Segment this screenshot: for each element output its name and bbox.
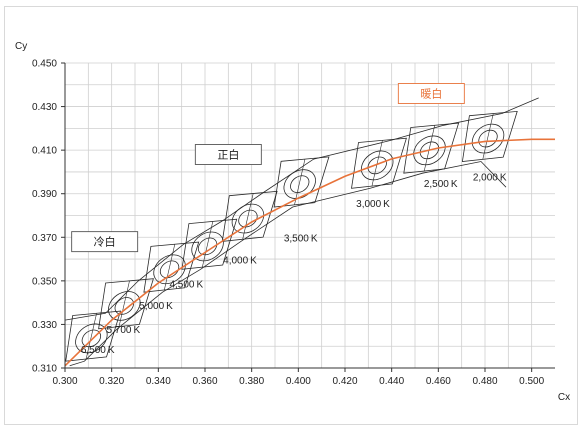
macadam-ellipse-inner <box>478 129 498 148</box>
macadam-cell-divider <box>163 244 176 291</box>
x-tick-label: 0.300 <box>52 376 77 387</box>
chart-svg: 0.300 0.320 0.340 0.360 0.380 0.400 0.420 0.440… <box>15 41 570 403</box>
macadam-ellipse-inner <box>367 156 387 175</box>
x-tick-label: 0.320 <box>99 376 124 387</box>
macadam-ellipse-outer <box>361 150 394 181</box>
region-label-box <box>71 231 139 253</box>
x-tick-label: 0.360 <box>192 376 217 387</box>
region-label: 正白 <box>217 148 239 162</box>
x-axis-title: Cx <box>558 392 570 403</box>
macadam-cell <box>65 310 122 362</box>
x-tick-label: 0.420 <box>332 376 357 387</box>
x-tick-label: 0.480 <box>472 376 497 387</box>
region-label-box <box>397 83 465 104</box>
macadam-cell-divider <box>202 221 214 268</box>
macadam-cell <box>98 278 154 330</box>
macadam-cell <box>273 156 330 208</box>
macadam-ellipse-outer <box>191 231 224 262</box>
region-label: 暖白 <box>420 87 442 101</box>
cct-label: 3,000 K <box>356 199 390 210</box>
cct-label: 4,500 K <box>169 279 203 290</box>
macadam-cell <box>403 122 460 174</box>
y-tick-label: 0.390 <box>32 189 57 200</box>
macadam-ellipse-outer <box>108 291 141 321</box>
macadam-cell-divider <box>371 140 383 187</box>
macadam-ellipse-inner <box>114 297 134 315</box>
cct-label: 2,000 K <box>473 173 507 184</box>
macadam-ellipse-outer <box>231 203 265 234</box>
macadam-ellipse-inner <box>197 237 218 256</box>
region-label-box <box>194 144 262 165</box>
grid <box>64 62 555 369</box>
locus-line <box>64 138 555 367</box>
planckian-locus <box>64 138 555 367</box>
macadam-cell-divider <box>482 113 494 160</box>
macadam-cells <box>64 97 539 367</box>
x-tick-label: 0.440 <box>379 376 404 387</box>
macadam-cell <box>221 190 278 242</box>
cct-label: 2,500 K <box>424 179 458 190</box>
y-tick-label: 0.330 <box>32 320 57 331</box>
chart-frame: 0.300 0.320 0.340 0.360 0.380 0.400 0.420 0.440… <box>4 6 578 425</box>
cct-label: 4,000 K <box>223 255 257 266</box>
cct-label: 6,500 K <box>81 345 115 356</box>
x-tick-label: 0.400 <box>286 376 311 387</box>
macadam-ellipse-outer <box>283 169 316 199</box>
y-tick-label: 0.430 <box>32 102 57 113</box>
cct-label: 3,500 K <box>284 234 318 245</box>
envelope-lower <box>69 161 507 367</box>
macadam-cell <box>461 110 518 162</box>
macadam-ellipse-outer <box>75 323 108 354</box>
macadam-ellipse-outer <box>413 135 446 166</box>
macadam-ellipse-inner <box>159 260 180 279</box>
macadam-ellipse-inner <box>290 175 310 193</box>
y-tick-label: 0.450 <box>32 59 57 70</box>
cct-label: 5,700 K <box>106 325 140 336</box>
y-tick-label: 0.350 <box>32 276 57 287</box>
x-tick-label: 0.340 <box>146 376 171 387</box>
y-tick-label: 0.310 <box>32 364 57 375</box>
cct-label: 5,000 K <box>139 301 173 312</box>
macadam-cell <box>143 241 200 293</box>
macadam-ellipse-inner <box>238 209 258 228</box>
macadam-ellipse-outer <box>471 123 505 154</box>
envelope-upper <box>64 97 539 321</box>
y-axis-title: Cy <box>15 41 27 52</box>
x-tick-label: 0.500 <box>519 376 544 387</box>
macadam-cell-divider <box>423 125 436 172</box>
macadam-cell-divider <box>294 159 306 205</box>
macadam-cell <box>181 218 238 270</box>
annotations: 2,000 K 2,500 K 3,000 K 3,500 K 4,000 K 4,500… <box>71 83 507 356</box>
x-tick-label: 0.460 <box>426 376 451 387</box>
x-tick-label: 0.380 <box>239 376 264 387</box>
y-tick-label: 0.370 <box>32 233 57 244</box>
macadam-cell-divider <box>118 280 130 327</box>
macadam-cell-divider <box>85 313 97 360</box>
axes: 0.300 0.320 0.340 0.360 0.380 0.400 0.420 0.440… <box>15 41 570 403</box>
macadam-ellipse-inner <box>419 141 440 160</box>
y-tick-label: 0.410 <box>32 146 57 157</box>
region-label: 冷白 <box>94 235 116 249</box>
